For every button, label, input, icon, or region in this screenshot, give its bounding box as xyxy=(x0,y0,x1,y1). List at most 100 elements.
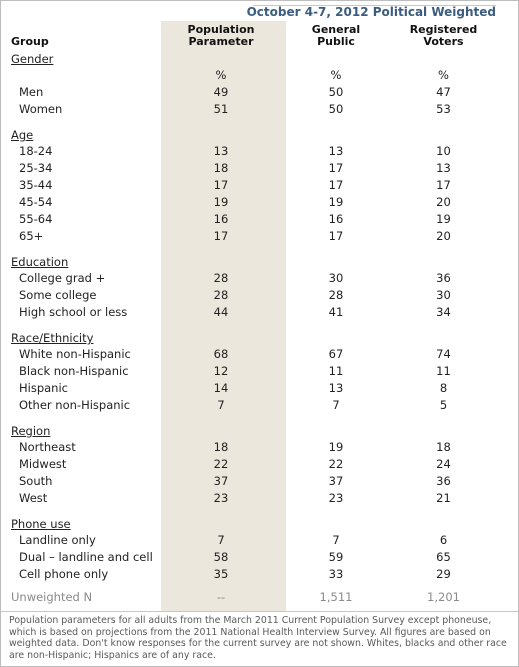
table-row: White non-Hispanic 68 67 74 xyxy=(1,346,518,363)
population-value: 28 xyxy=(213,288,229,302)
row-label: Landline only xyxy=(19,533,96,547)
general-public-value: 22 xyxy=(328,457,344,471)
row-label: Cell phone only xyxy=(19,567,109,581)
registered-voters-value: 53 xyxy=(436,102,451,116)
unweighted-general-public: 1,511 xyxy=(319,590,353,604)
registered-voters-value: 36 xyxy=(436,271,451,285)
table-row: 55-64 16 16 19 xyxy=(1,211,518,228)
column-header-group: Group xyxy=(11,35,49,48)
general-public-value: 17 xyxy=(328,161,344,175)
registered-voters-value: 20 xyxy=(436,195,451,209)
population-value: 44 xyxy=(213,305,229,319)
registered-voters-value: 6 xyxy=(439,533,448,547)
population-value: 58 xyxy=(213,550,229,564)
table-row: 45-54 19 19 20 xyxy=(1,194,518,211)
population-value: 16 xyxy=(213,212,229,226)
row-label: 25-34 xyxy=(19,161,53,175)
general-public-value: 13 xyxy=(328,144,344,158)
population-value: 12 xyxy=(213,364,229,378)
population-value: 37 xyxy=(213,474,229,488)
row-label: West xyxy=(19,491,48,505)
row-label: Dual – landline and cell xyxy=(19,550,153,564)
table-row: College grad + 28 30 36 xyxy=(1,270,518,287)
table-row: %%% xyxy=(1,67,518,84)
section-heading: Region xyxy=(11,424,51,438)
table-row: 25-34 18 17 13 xyxy=(1,160,518,177)
row-label: Some college xyxy=(19,288,97,302)
table-row: Women 51 50 53 xyxy=(1,101,518,118)
general-public-value: 28 xyxy=(328,288,344,302)
row-label: 35-44 xyxy=(19,178,53,192)
population-value: 35 xyxy=(213,567,229,581)
table-row: Landline only 7 7 6 xyxy=(1,532,518,549)
table-row: West 23 23 21 xyxy=(1,490,518,507)
population-value: 18 xyxy=(213,440,229,454)
registered-voters-value: 74 xyxy=(436,347,451,361)
general-public-value: 13 xyxy=(328,381,344,395)
row-label: White non-Hispanic xyxy=(19,347,131,361)
general-public-value: 50 xyxy=(328,102,344,116)
unweighted-n-row: Unweighted N -- 1,511 1,201 xyxy=(1,589,518,606)
table-row: Cell phone only 35 33 29 xyxy=(1,566,518,583)
general-public-value: 19 xyxy=(328,440,344,454)
general-public-value: 7 xyxy=(332,398,340,412)
registered-voters-value: 36 xyxy=(436,474,451,488)
registered-voters-value: 19 xyxy=(436,212,451,226)
row-label: Other non-Hispanic xyxy=(19,398,131,412)
table-row: Men 49 50 47 xyxy=(1,84,518,101)
general-public-value: % xyxy=(330,68,342,82)
general-public-value: 37 xyxy=(328,474,344,488)
general-public-value: 17 xyxy=(328,178,344,192)
population-value: 17 xyxy=(213,178,229,192)
table-row: Black non-Hispanic 12 11 11 xyxy=(1,363,518,380)
registered-voters-value: 65 xyxy=(436,550,451,564)
registered-voters-value: 5 xyxy=(439,398,448,412)
column-header-general-line1: General xyxy=(311,23,361,36)
general-public-value: 19 xyxy=(328,195,344,209)
population-value: % xyxy=(215,68,227,82)
column-header-registered-voters: Registered Voters xyxy=(396,24,491,48)
footnote: Population parameters for all adults fro… xyxy=(9,615,507,661)
row-label: Midwest xyxy=(19,457,67,471)
column-header-registered-line2: Voters xyxy=(423,35,464,48)
general-public-value: 17 xyxy=(328,229,344,243)
registered-voters-value: 17 xyxy=(436,178,451,192)
section-heading: Phone use xyxy=(11,517,71,531)
table-row: 65+ 17 17 20 xyxy=(1,228,518,245)
registered-voters-value: 18 xyxy=(436,440,451,454)
population-value: 7 xyxy=(217,398,225,412)
row-label: 45-54 xyxy=(19,195,53,209)
table-row: Hispanic 14 13 8 xyxy=(1,380,518,397)
row-label: 18-24 xyxy=(19,144,53,158)
column-header-registered-line1: Registered xyxy=(409,23,478,36)
population-value: 19 xyxy=(213,195,229,209)
registered-voters-value: 11 xyxy=(436,364,451,378)
registered-voters-value: 24 xyxy=(436,457,451,471)
section-heading: Race/Ethnicity xyxy=(11,331,94,345)
registered-voters-value: 47 xyxy=(436,85,451,99)
row-label: Women xyxy=(19,102,63,116)
table-row: Northeast 18 19 18 xyxy=(1,439,518,456)
column-header-general-line2: Public xyxy=(317,35,355,48)
section-heading: Education xyxy=(11,255,69,269)
population-value: 13 xyxy=(213,144,229,158)
registered-voters-value: 30 xyxy=(436,288,451,302)
table-row: Midwest 22 22 24 xyxy=(1,456,518,473)
table-row: Dual – landline and cell 58 59 65 xyxy=(1,549,518,566)
row-label: 65+ xyxy=(19,229,44,243)
table-row: Other non-Hispanic 7 7 5 xyxy=(1,397,518,414)
general-public-value: 11 xyxy=(328,364,344,378)
population-column-shading xyxy=(161,21,286,611)
unweighted-population: -- xyxy=(216,590,226,604)
column-header-population: Population Parameter xyxy=(161,24,281,48)
general-public-value: 59 xyxy=(328,550,344,564)
row-label: South xyxy=(19,474,53,488)
row-label: 55-64 xyxy=(19,212,53,226)
section-heading: Age xyxy=(11,128,34,142)
general-public-value: 23 xyxy=(328,491,344,505)
registered-voters-value: 20 xyxy=(436,229,451,243)
table-row: Some college 28 28 30 xyxy=(1,287,518,304)
table-title: October 4-7, 2012 Political Weighted xyxy=(246,5,496,19)
registered-voters-value: 21 xyxy=(436,491,451,505)
